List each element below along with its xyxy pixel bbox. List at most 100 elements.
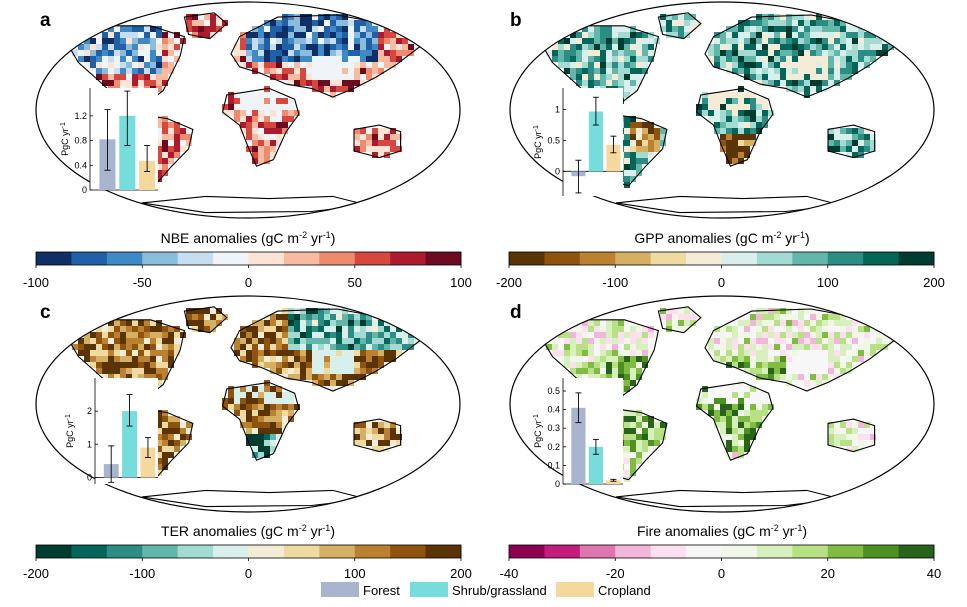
map-frame-c (35, 295, 461, 513)
colorbar-swatch (425, 252, 462, 265)
colorbar-b: GPP anomalies (gC m-2 yr-1) -200 -100 0 100 2… (496, 230, 945, 290)
colorbar-tick-label: -20 (606, 566, 625, 581)
colorbar-swatch (544, 252, 581, 265)
inset-c: 0 1 2 PgC yr-1 (65, 378, 158, 484)
coastline-namerica (64, 319, 186, 407)
colorbar-swatch (509, 545, 545, 558)
colorbar-swatch (686, 252, 722, 265)
colorbar-swatch (283, 252, 320, 265)
map-land-c (64, 306, 423, 508)
legend-swatch-shrub-grassland (410, 582, 448, 597)
coastline-greenland (183, 306, 228, 334)
map-land-d (538, 306, 897, 508)
colorbar-swatch (354, 252, 391, 265)
colorbar-swatch (650, 545, 687, 558)
inset-ytick-label: 0 (87, 472, 92, 482)
colorbar-swatch (615, 252, 652, 265)
inset-ylabel-a: PgC yr-1 (60, 122, 70, 156)
colorbar-title-c: TER anomalies (gC m-2 yr-1) (161, 523, 335, 539)
colorbar-swatch (142, 252, 179, 265)
coastline-greenland (657, 306, 702, 334)
coastline-australia (827, 418, 876, 453)
inset-ylabel-sup: -1 (60, 122, 67, 128)
colorbar-swatch (177, 252, 214, 265)
coastline-eurasia (230, 308, 423, 392)
inset-b: 0 0.5 1 PgC yr-1 (533, 88, 623, 196)
coastline-greenland (657, 12, 702, 40)
colorbar-swatch (71, 545, 108, 558)
colorbar-tick-label: 100 (450, 275, 472, 290)
inset-ylabel-sup: -1 (65, 414, 72, 420)
colorbar-c: TER anomalies (gC m-2 yr-1) -200 -100 0 100 2… (23, 523, 472, 581)
bar-c-cropland (140, 447, 156, 478)
inset-ytick-label: 0.2 (547, 442, 560, 452)
colorbar-tick-label: 100 (344, 566, 366, 581)
panel-letter-c: c (40, 302, 51, 323)
bar-d-forest (571, 407, 586, 484)
coastline-africa (695, 87, 774, 167)
legend-swatch-cropland (556, 582, 594, 597)
inset-ytick-label: 0 (555, 166, 560, 176)
colorbar-tick-label: 100 (817, 275, 839, 290)
inset-ytick-label: 0.1 (547, 460, 560, 470)
colorbar-swatch (827, 545, 864, 558)
colorbar-tick-label: -100 (602, 275, 628, 290)
colorbar-swatch (792, 545, 829, 558)
colorbar-tick-label: 0 (718, 275, 725, 290)
colorbar-tick-label: -200 (23, 566, 49, 581)
inset-ylabel-c: PgC yr-1 (65, 414, 75, 448)
colorbar-swatch (390, 545, 426, 558)
colorbar-swatch (721, 545, 758, 558)
inset-ytick-label: 1 (555, 105, 560, 115)
map-d (509, 295, 935, 513)
colorbar-swatch (544, 545, 581, 558)
colorbar-swatch (319, 545, 356, 558)
coastline-eurasia (704, 14, 897, 98)
coastline-australia (353, 418, 402, 453)
colorbar-tick-label: -50 (133, 275, 152, 290)
colorbar-swatch (106, 545, 143, 558)
colorbar-swatch (248, 252, 285, 265)
inset-ylabel-b: PgC yr-1 (533, 125, 543, 159)
colorbar-tick-label: 0 (718, 566, 725, 581)
coastline-antarctica (615, 489, 841, 508)
map-frame-b (509, 1, 935, 219)
colorbar-swatch (579, 252, 616, 265)
coastline-africa (221, 87, 300, 167)
inset-ytick-label: 0.5 (547, 386, 560, 396)
map-frame-d (509, 295, 935, 513)
colorbar-swatch (615, 545, 652, 558)
colorbar-tick-label: -100 (129, 566, 155, 581)
inset-ytick-label: 0.4 (74, 160, 87, 170)
coastline-eurasia (230, 14, 423, 98)
colorbar-swatch (283, 545, 320, 558)
coastline-namerica (538, 25, 660, 113)
colorbar-swatch (36, 252, 72, 265)
bar-b-cropland (606, 144, 621, 172)
colorbar-swatch (106, 252, 143, 265)
colorbar-swatch (319, 252, 356, 265)
colorbar-tick-label: 40 (927, 566, 941, 581)
colorbar-title-d: Fire anomalies (gC m-2 yr-1) (637, 523, 807, 539)
bar-d-shrub-grassland (588, 446, 603, 484)
colorbar-tick-label: 20 (821, 566, 835, 581)
panel-letter-d: d (510, 302, 522, 323)
legend: Forest Shrub/grassland Cropland (321, 582, 651, 598)
bar-a-shrub-grassland (119, 115, 136, 190)
colorbar-swatch (756, 252, 793, 265)
inset-ytick-label: 2 (87, 406, 92, 416)
colorbar-d: Fire anomalies (gC m-2 yr-1) -40 -20 0 20 40 (500, 523, 942, 581)
colorbar-tick-label: 200 (923, 275, 945, 290)
bar-c-shrub-grassland (122, 411, 137, 478)
colorbar-tick-label: 0 (245, 566, 252, 581)
inset-ylabel-sup: -1 (533, 414, 540, 420)
colorbar-swatch (686, 545, 722, 558)
colorbar-swatch (579, 545, 616, 558)
coastline-australia (353, 124, 402, 159)
colorbar-swatch (863, 545, 899, 558)
colorbar-tick-label: -200 (496, 275, 522, 290)
colorbar-swatch (177, 545, 214, 558)
inset-a: 0 0.4 0.8 1.2 PgC yr-1 (60, 88, 158, 195)
colorbar-title-b: GPP anomalies (gC m-2 yr-1) (634, 230, 809, 246)
colorbar-swatch (863, 252, 899, 265)
